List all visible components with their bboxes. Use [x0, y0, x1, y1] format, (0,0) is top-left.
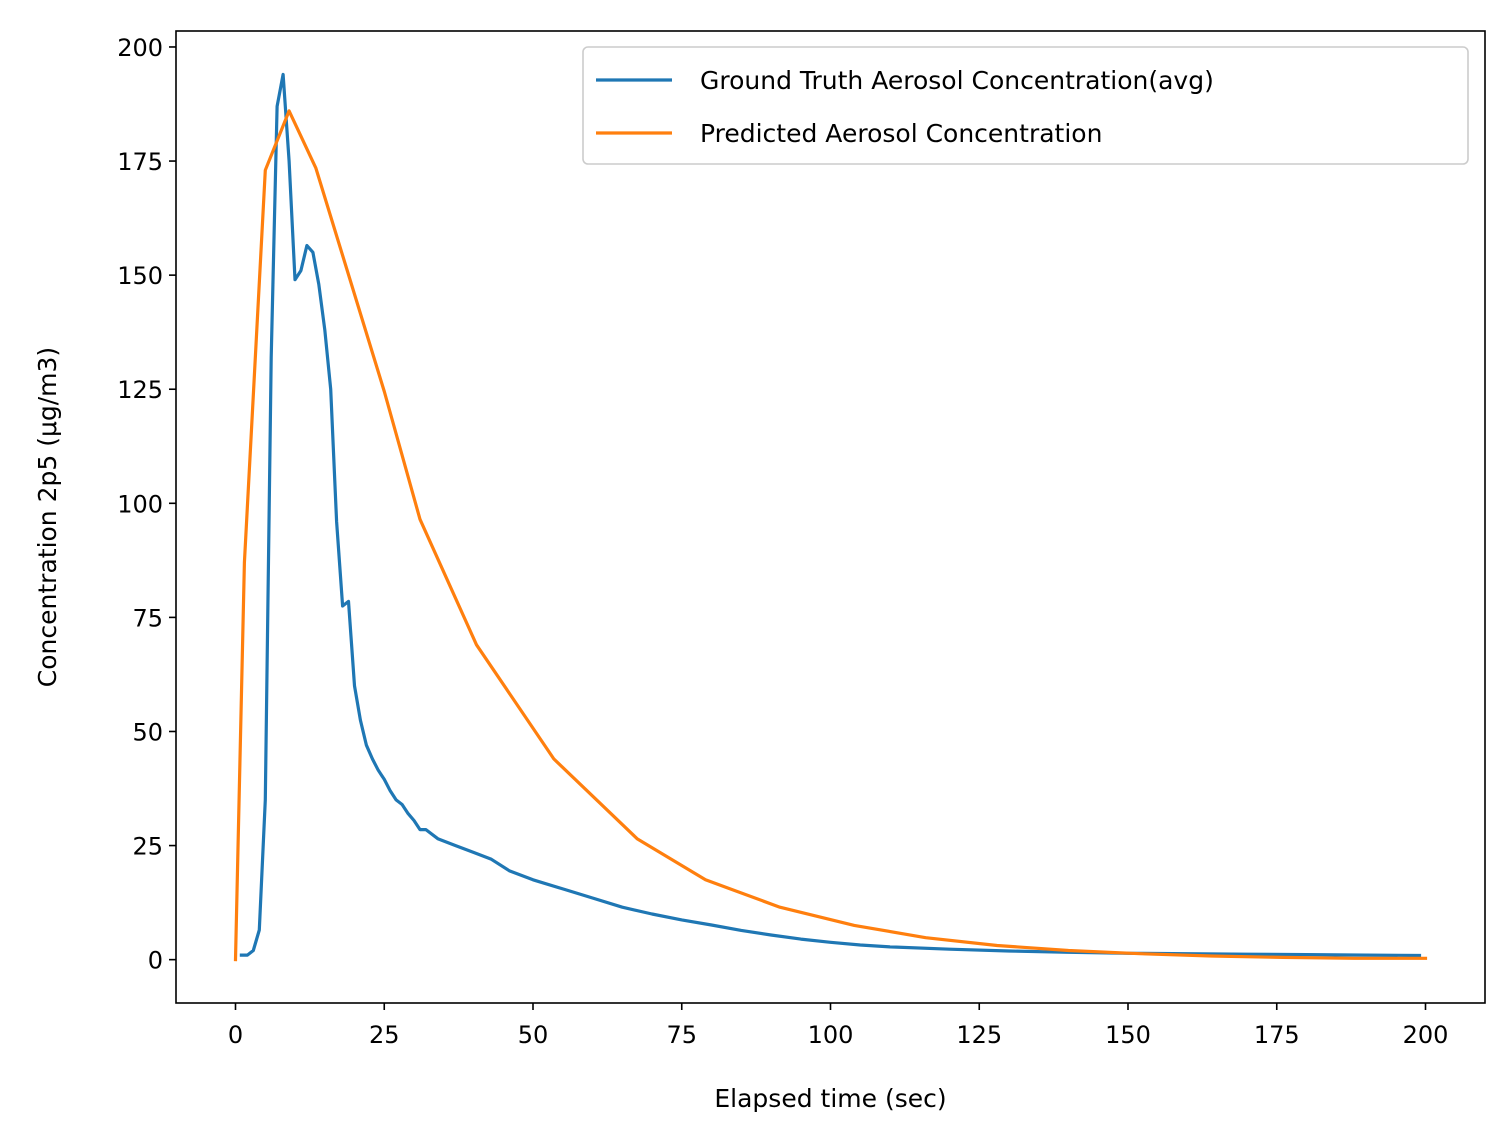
- x-tick-label: 150: [1105, 1021, 1151, 1049]
- x-tick-label: 0: [228, 1021, 243, 1049]
- y-axis: 0 25 50 75 100 125 150 175 200: [117, 34, 176, 975]
- y-tick-label: 0: [148, 947, 163, 975]
- x-axis: 0 25 50 75 100 125 150 175 200: [228, 1003, 1449, 1049]
- series-line-2: [233, 109, 1428, 962]
- x-axis-label: Elapsed time (sec): [714, 1084, 946, 1113]
- x-tick-label: 100: [808, 1021, 854, 1049]
- legend: Ground Truth Aerosol Concentration(avg) P…: [582, 46, 1469, 165]
- x-tick-label: 125: [956, 1021, 1002, 1049]
- x-tick-label: 200: [1403, 1021, 1449, 1049]
- legend-label-2: Predicted Aerosol Concentration: [700, 119, 1102, 148]
- plot-frame: [175, 30, 1486, 1004]
- x-tick-label: 75: [666, 1021, 697, 1049]
- series-line-1: [239, 72, 1422, 958]
- y-tick-label: 200: [117, 34, 163, 62]
- y-tick-label: 100: [117, 490, 163, 518]
- x-tick-label: 50: [518, 1021, 549, 1049]
- legend-label-1: Ground Truth Aerosol Concentration(avg): [700, 66, 1214, 95]
- y-tick-label: 175: [117, 148, 163, 176]
- x-tick-label: 175: [1254, 1021, 1300, 1049]
- y-tick-label: 75: [132, 604, 163, 632]
- y-tick-label: 125: [117, 376, 163, 404]
- plot-lines: [233, 72, 1428, 962]
- legend-box: [582, 46, 1469, 165]
- y-axis-label: Concentration 2p5 (μg/m3): [33, 347, 62, 687]
- y-tick-label: 50: [132, 718, 163, 746]
- x-tick-label: 25: [369, 1021, 400, 1049]
- y-tick-label: 25: [132, 833, 163, 861]
- y-tick-label: 150: [117, 262, 163, 290]
